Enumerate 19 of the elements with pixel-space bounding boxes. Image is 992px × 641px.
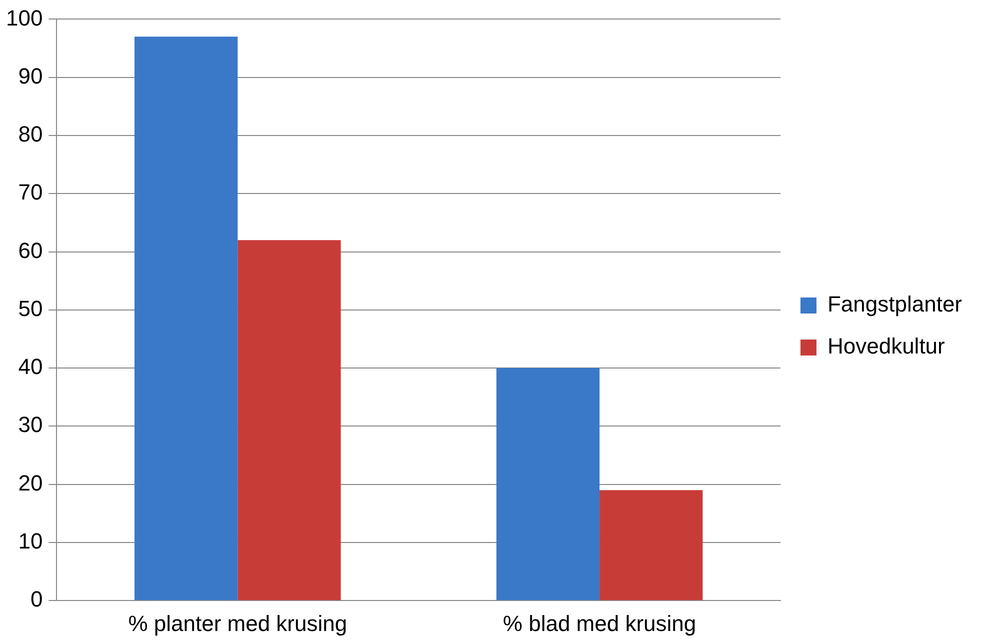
y-tick-label: 70 — [18, 180, 43, 205]
y-tick-label: 20 — [18, 470, 43, 496]
y-tick-label: 60 — [18, 238, 43, 263]
x-tick-label: % blad med krusing — [502, 610, 696, 636]
bar — [134, 36, 238, 600]
y-tick-label: 0 — [30, 586, 43, 612]
bar — [238, 240, 341, 600]
y-tick-label: 100 — [6, 5, 43, 30]
y-tick-label: 50 — [18, 296, 43, 321]
y-tick-label: 10 — [18, 528, 43, 554]
bar — [600, 490, 703, 600]
legend-label: Fangstplanter — [827, 292, 962, 317]
bar — [496, 368, 600, 600]
y-tick-label: 80 — [18, 122, 43, 147]
y-tick-label: 90 — [18, 63, 43, 88]
x-tick-label: % planter med krusing — [128, 610, 348, 636]
legend-label: Hovedkultur — [827, 334, 945, 359]
y-tick-label: 30 — [18, 412, 43, 438]
y-tick-label: 40 — [18, 354, 43, 380]
